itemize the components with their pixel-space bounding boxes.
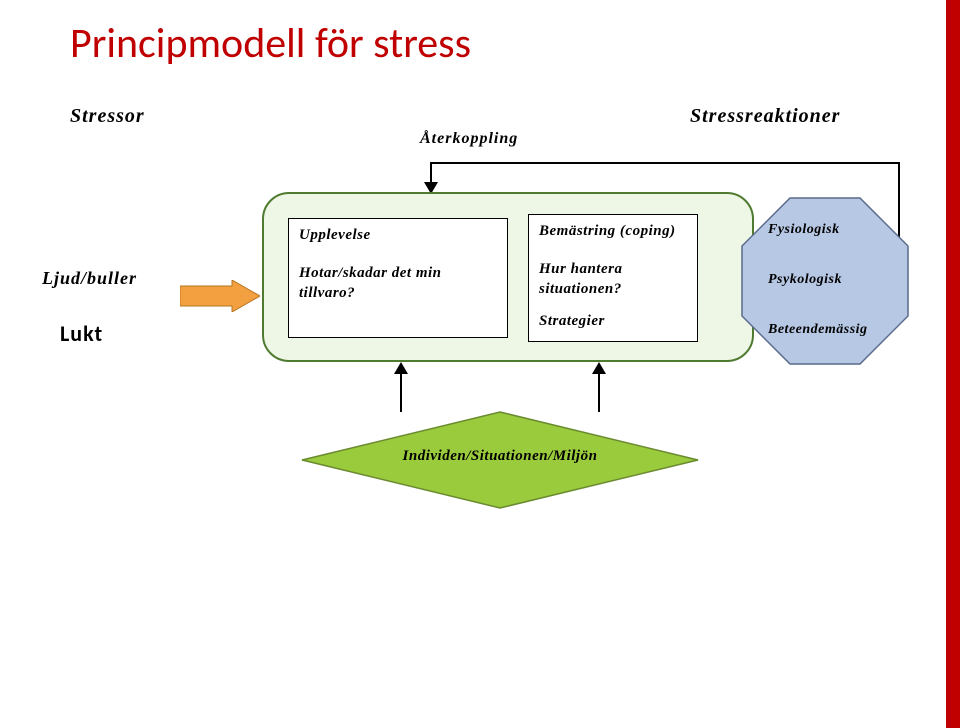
box-upplevelse: Upplevelse Hotar/skadar det min tillvaro… [288,218,508,338]
label-aterkoppling: Återkoppling [420,130,518,148]
right-accent-bar [946,0,960,728]
box-bemastring-body: Hur hantera situationen? [539,260,687,299]
octagon-label-fysiologisk: Fysiologisk [768,222,840,238]
label-stressor: Stressor [70,105,145,128]
label-lukt: Lukt [60,320,103,347]
box-bemastring: Bemästring (coping) Hur hantera situatio… [528,214,698,342]
octagon-label-psykologisk: Psykologisk [768,272,842,288]
box-bemastring-head: Bemästring (coping) [539,223,687,240]
up-arrowhead-2 [592,362,606,374]
box-bemastring-extra: Strategier [539,313,687,330]
label-stressreaktioner: Stressreaktioner [690,105,840,128]
octagon-label-beteendemassig: Beteendemässig [768,322,868,338]
box-upplevelse-head: Upplevelse [299,227,497,244]
up-arrowhead-1 [394,362,408,374]
diamond-label: Individen/Situationen/Miljön [370,448,630,465]
feedback-line-left [430,162,432,184]
page-title: Principmodell för stress [70,18,471,69]
stressor-arrow [180,280,260,312]
box-upplevelse-body: Hotar/skadar det min tillvaro? [299,264,497,303]
feedback-line-top [430,162,900,164]
label-ljud-buller: Ljud/buller [42,268,137,289]
